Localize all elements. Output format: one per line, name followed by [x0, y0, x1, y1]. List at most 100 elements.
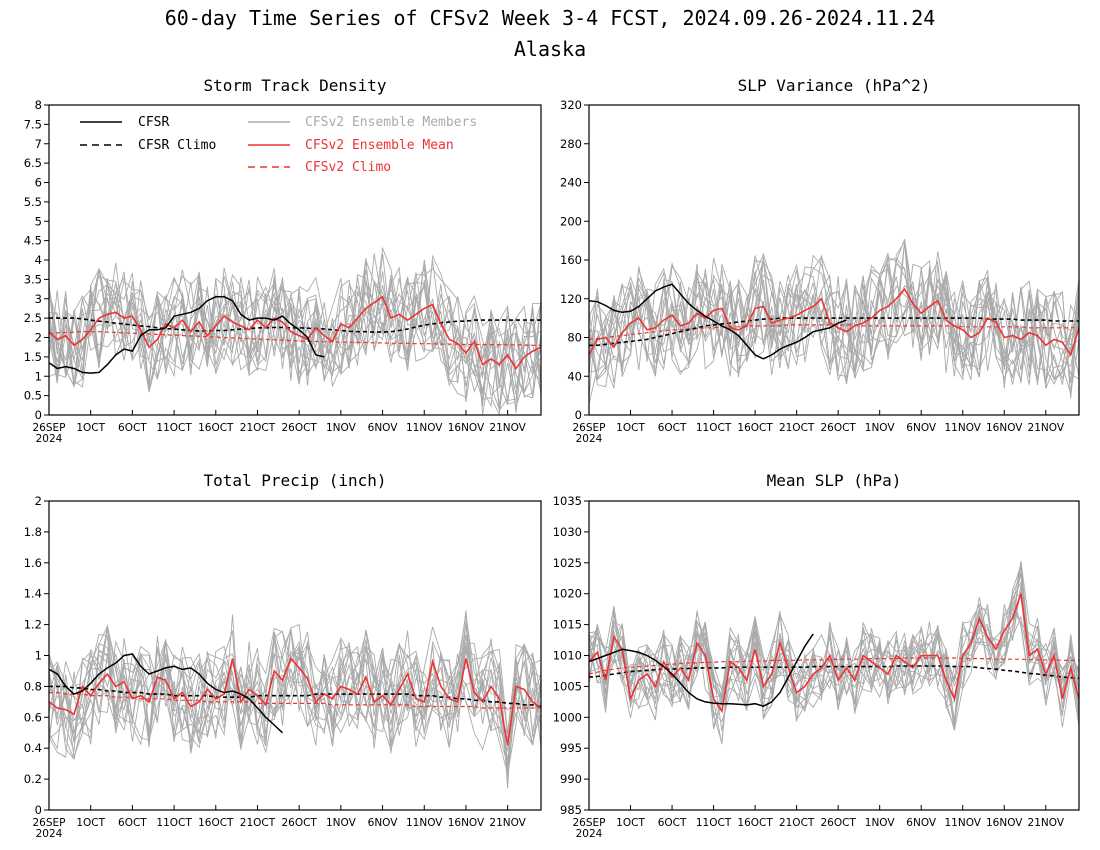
x-tick-label: 26SEP — [33, 422, 66, 434]
x-tick-label: 6OCT — [658, 422, 687, 434]
x-tick-label: 21NOV — [489, 817, 526, 829]
legend: CFSR CFSR Climo CFSv2 Ensemble Members C… — [80, 115, 477, 175]
x-tick-label: 1OCT — [616, 817, 645, 829]
y-tick-label: 240 — [560, 176, 582, 190]
ensemble-member-line — [48, 275, 542, 394]
cfsv2-climo-line — [49, 691, 541, 709]
y-tick-label: 5.5 — [24, 195, 42, 209]
plot-frame — [588, 500, 1080, 811]
y-tick-label: 3.5 — [24, 272, 42, 286]
cfsv2-climo-line — [588, 657, 1079, 675]
y-tick-label: 1 — [35, 649, 42, 663]
x-tick-label: 11NOV — [944, 422, 981, 434]
y-tick-label: 2 — [35, 331, 42, 345]
x-tick-label: 26OCT — [281, 817, 317, 829]
x-tick-label: 21OCT — [240, 422, 276, 434]
x-tick-label: 1OCT — [616, 422, 645, 434]
x-tick-label: 26OCT — [820, 817, 856, 829]
x-tick-label: 11NOV — [406, 422, 443, 434]
y-tick-label: 1010 — [553, 649, 582, 663]
x-year-label: 2024 — [36, 828, 63, 840]
ensemble-member-line — [48, 614, 542, 772]
y-tick-label: 985 — [560, 803, 582, 817]
ensemble-member-line — [48, 630, 542, 766]
x-tick-label: 26SEP — [573, 422, 606, 434]
y-tick-label: 0.5 — [24, 389, 42, 403]
y-tick-label: 7.5 — [24, 117, 42, 131]
cfsv2-climo-line — [48, 331, 541, 346]
y-tick-label: 6 — [35, 176, 42, 190]
x-tick-label: 16NOV — [448, 422, 485, 434]
ensemble-member-line — [48, 258, 542, 414]
x-tick-label: 21OCT — [779, 817, 815, 829]
plot-frame — [588, 104, 1080, 416]
x-tick-label: 16OCT — [198, 422, 234, 434]
x-tick-label: 26OCT — [820, 422, 856, 434]
x-tick-label: 1NOV — [326, 422, 357, 434]
x-tick-label: 16OCT — [198, 817, 234, 829]
panel-total-precip: Total Precip (inch) 0 0.2 0.4 0.6 0.8 1 1.2 1.4… — [24, 471, 542, 840]
y-tick-label: 1030 — [553, 525, 582, 539]
x-tick-label: 21OCT — [779, 422, 815, 434]
panel-slp-variance: SLP Variance (hPa^2) 0 40 80 120 160 200 240 28… — [560, 76, 1080, 445]
y-tick-label: 1.6 — [24, 556, 42, 570]
x-tick-label: 11OCT — [156, 422, 192, 434]
y-tick-label: 0.2 — [24, 772, 42, 786]
y-tick-label: 1.5 — [24, 350, 42, 364]
panel-title: Storm Track Density — [203, 76, 386, 95]
x-tick-label: 16OCT — [737, 422, 773, 434]
y-tick-label: 7 — [35, 137, 42, 151]
y-tick-label: 1.8 — [24, 525, 42, 539]
x-tick-label: 26SEP — [33, 817, 66, 829]
plot-area: 0 0.5 1 1.5 2 2.5 3 3.5 4 4.5 5 5.5 6 6.5 7 7.5 8 26SEP 1O… — [24, 98, 542, 445]
y-tick-label: 320 — [560, 98, 582, 112]
ensemble-mean-line — [48, 295, 542, 370]
panel-title: Total Precip (inch) — [203, 471, 386, 490]
x-year-label: 2024 — [36, 433, 63, 445]
x-tick-label: 1NOV — [865, 422, 896, 434]
y-tick-label: 200 — [560, 214, 582, 228]
plot-frame — [48, 500, 542, 811]
y-tick-label: 4.5 — [24, 234, 42, 248]
y-tick-label: 0.8 — [24, 679, 42, 693]
y-tick-label: 2.5 — [24, 311, 42, 325]
y-tick-label: 6.5 — [24, 156, 42, 170]
x-tick-label: 6NOV — [368, 817, 399, 829]
y-tick-label: 995 — [560, 741, 582, 755]
x-tick-label: 11OCT — [156, 817, 192, 829]
y-tick-label: 0.6 — [24, 710, 42, 724]
y-tick-label: 280 — [560, 137, 582, 151]
ensemble-member-line — [48, 614, 542, 749]
ensemble-member-line — [48, 260, 542, 402]
ensemble-mean-line — [588, 593, 1080, 714]
ensemble-member-line — [48, 276, 542, 389]
panel-storm-track-density: Storm Track Density 0 0.5 1 1.5 2 2.5 3 3.5 4 4.5… — [24, 76, 542, 445]
x-tick-label: 16OCT — [737, 817, 773, 829]
y-tick-label: 120 — [560, 292, 582, 306]
plot-area: 985 990 995 1000 1005 1010 1015 1020 1025 1030 103… — [553, 494, 1080, 840]
y-tick-label: 990 — [560, 772, 582, 786]
x-tick-label: 6OCT — [118, 422, 147, 434]
x-tick-label: 21NOV — [1028, 422, 1065, 434]
x-tick-label: 11NOV — [944, 817, 981, 829]
ensemble-member-line — [588, 252, 1080, 380]
cfsr-line — [588, 283, 847, 360]
x-tick-label: 11NOV — [406, 817, 443, 829]
y-tick-label: 1035 — [553, 494, 582, 508]
x-tick-label: 21NOV — [1028, 817, 1065, 829]
x-tick-label: 11OCT — [696, 422, 732, 434]
y-tick-label: 1025 — [553, 556, 582, 570]
x-tick-label: 21OCT — [240, 817, 276, 829]
y-tick-label: 80 — [567, 331, 582, 345]
y-tick-label: 5 — [35, 214, 42, 228]
ensemble-member-line — [48, 262, 542, 395]
y-tick-label: 0.4 — [24, 741, 42, 755]
y-tick-label: 0 — [35, 408, 42, 422]
legend-label-cfsv2-climo: CFSv2 Climo — [305, 160, 391, 175]
x-tick-label: 6OCT — [118, 817, 147, 829]
y-tick-label: 160 — [560, 253, 582, 267]
ensemble-mean-line — [48, 657, 542, 746]
plot-area: 0 40 80 120 160 200 240 280 320 26SEP 1OCT 6OCT 11OC… — [560, 98, 1080, 445]
y-tick-label: 1 — [35, 369, 42, 383]
